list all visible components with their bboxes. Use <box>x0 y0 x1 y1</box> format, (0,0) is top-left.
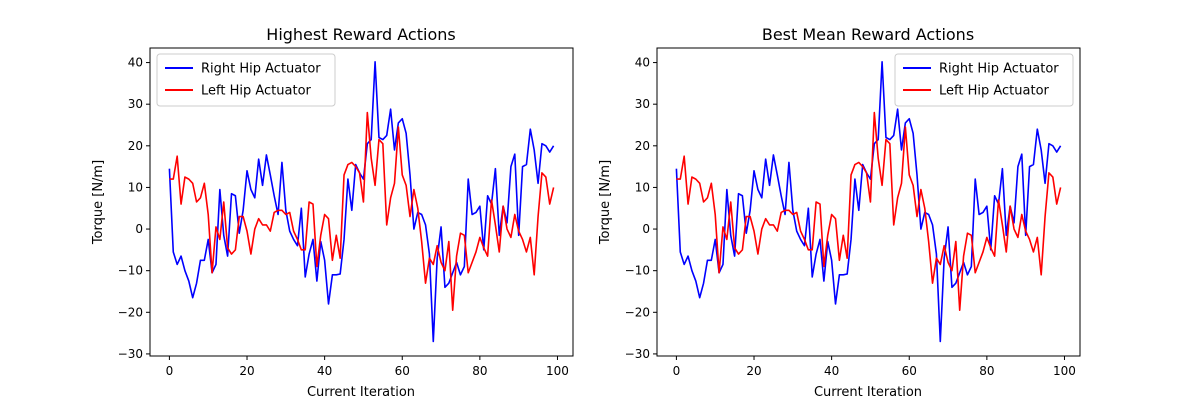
x-tick-label: 60 <box>902 364 917 378</box>
y-tick-label: 40 <box>635 56 650 70</box>
series-line-right-hip-actuator <box>168 60 555 343</box>
y-tick-label: 0 <box>135 222 143 236</box>
legend: Right Hip Actuator Left Hip Actuator <box>894 53 1074 107</box>
y-tick-label: −30 <box>118 347 143 361</box>
y-axis-label: Torque [N/m] <box>91 160 106 245</box>
y-tick-label: 10 <box>128 180 143 194</box>
legend-box <box>156 53 336 107</box>
x-tick-label: 80 <box>472 364 487 378</box>
y-tick-label: 20 <box>635 139 650 153</box>
series-line-right-hip-actuator <box>675 60 1062 343</box>
x-tick-label: 100 <box>546 364 569 378</box>
plot-frame <box>149 47 574 357</box>
series-line-left-hip-actuator <box>169 111 555 312</box>
x-tick-label: 0 <box>673 364 681 378</box>
legend-label-left-hip-actuator: Left Hip Actuator <box>939 84 1050 99</box>
y-tick-label: 40 <box>128 56 143 70</box>
series-line-left-hip-actuator <box>676 111 1062 312</box>
x-tick-label: 40 <box>824 364 839 378</box>
y-tick-label: −20 <box>625 305 650 319</box>
x-tick-label: 20 <box>239 364 254 378</box>
y-tick-label: −10 <box>625 264 650 278</box>
chart-title: Best Mean Reward Actions <box>762 25 974 44</box>
y-tick-label: −30 <box>625 347 650 361</box>
y-axis-label: Torque [N/m] <box>598 160 613 245</box>
x-tick-label: 40 <box>317 364 332 378</box>
legend: Right Hip Actuator Left Hip Actuator <box>156 53 336 107</box>
y-tick-label: 0 <box>642 222 650 236</box>
y-tick-label: 30 <box>635 97 650 111</box>
chart-title: Highest Reward Actions <box>266 25 455 44</box>
y-tick-label: 30 <box>128 97 143 111</box>
x-tick-label: 20 <box>746 364 761 378</box>
y-tick-label: −10 <box>118 264 143 278</box>
chart-highest-reward-actions: Highest Reward Actions Current Iteration… <box>91 25 574 400</box>
x-tick-label: 100 <box>1053 364 1076 378</box>
y-tick-label: 10 <box>635 180 650 194</box>
y-tick-label: 20 <box>128 139 143 153</box>
y-tick-label: −20 <box>118 305 143 319</box>
plot-frame <box>656 47 1081 357</box>
chart-best-mean-reward-actions: Best Mean Reward Actions Current Iterati… <box>598 25 1081 400</box>
legend-label-left-hip-actuator: Left Hip Actuator <box>201 84 312 99</box>
legend-box <box>894 53 1074 107</box>
legend-label-right-hip-actuator: Right Hip Actuator <box>939 62 1059 77</box>
x-tick-label: 60 <box>395 364 410 378</box>
x-axis-label: Current Iteration <box>307 385 415 400</box>
x-axis-label: Current Iteration <box>814 385 922 400</box>
x-tick-label: 0 <box>166 364 174 378</box>
x-tick-label: 80 <box>979 364 994 378</box>
legend-label-right-hip-actuator: Right Hip Actuator <box>201 62 321 77</box>
